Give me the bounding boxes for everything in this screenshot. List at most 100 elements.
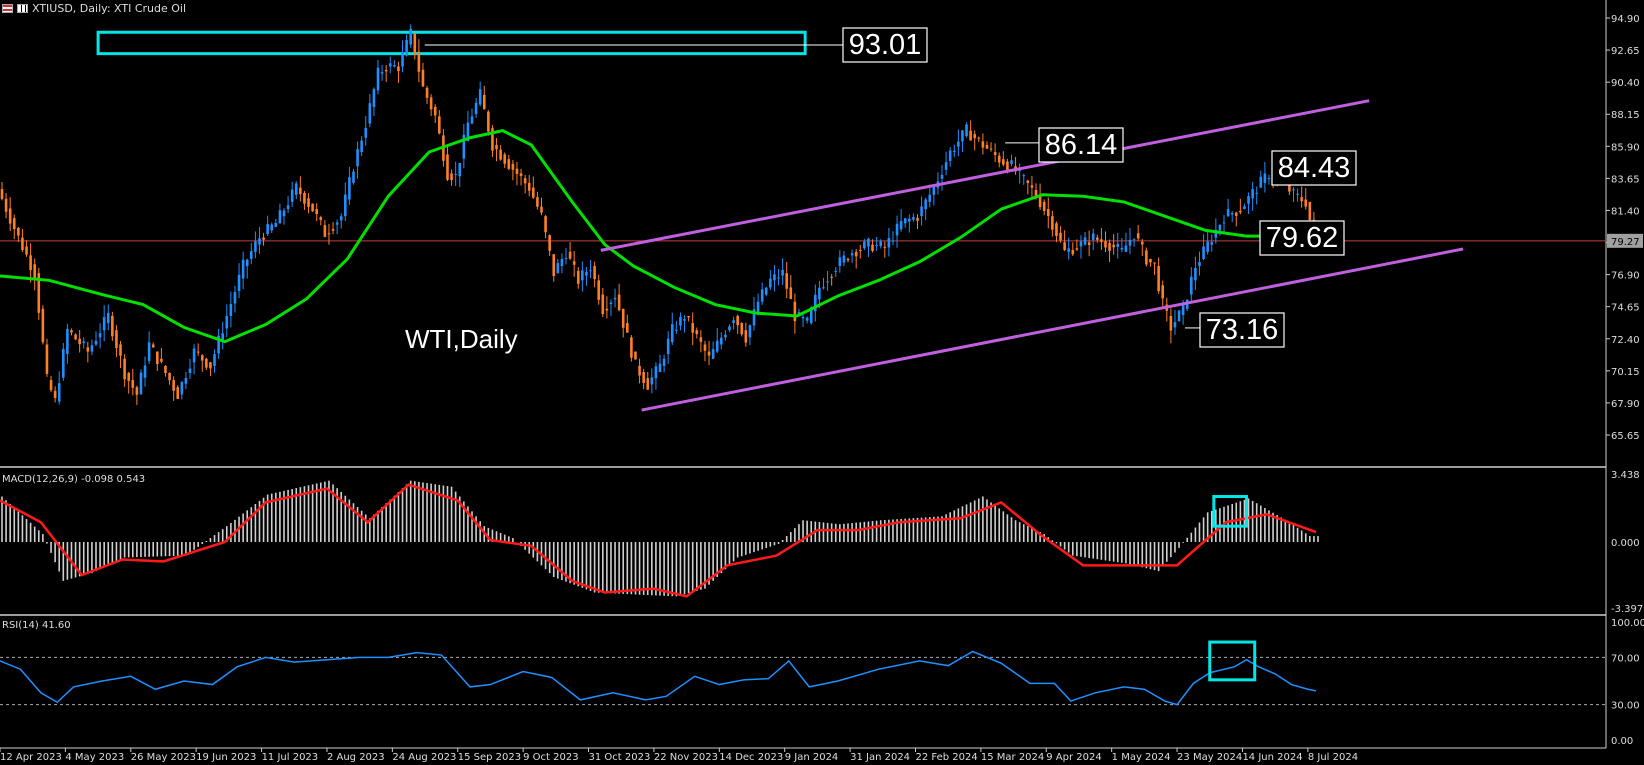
candle-body — [0, 189, 4, 199]
candle-body — [1169, 315, 1173, 331]
candle-body — [1002, 159, 1005, 165]
date-tick-label: 12 Apr 2023 — [0, 752, 62, 763]
candle-body — [670, 324, 674, 343]
candle-body — [237, 274, 241, 292]
candle-body — [4, 198, 8, 212]
candle-body — [102, 317, 106, 331]
candle-body — [33, 264, 36, 279]
candle-body — [1071, 250, 1075, 255]
candle-body — [903, 218, 907, 224]
candle-body — [368, 103, 372, 124]
candle-body — [507, 159, 511, 169]
candle-body — [1153, 262, 1156, 264]
candle-body — [912, 217, 915, 220]
candle-body — [225, 315, 229, 329]
level-box — [842, 27, 928, 63]
candle-body — [863, 241, 866, 249]
candle-body — [993, 152, 997, 156]
candle-body — [997, 155, 1001, 163]
candle-body — [339, 216, 343, 221]
macd-signal-line — [0, 483, 1317, 598]
candle-body — [1079, 241, 1083, 247]
candle-body — [90, 345, 94, 352]
candle-body — [540, 206, 543, 213]
candle-body — [1239, 210, 1242, 213]
candle-body — [131, 380, 135, 388]
candle-body — [511, 163, 515, 170]
candle-body — [564, 258, 568, 260]
candle-body — [1259, 176, 1263, 188]
candle-body — [1194, 267, 1197, 281]
candle-body — [908, 218, 911, 222]
candle-body — [1234, 212, 1238, 216]
candle-body — [462, 134, 466, 159]
candle-body — [217, 335, 220, 354]
candle-body — [809, 307, 813, 324]
candle-body — [384, 70, 388, 72]
candle-body — [478, 89, 482, 105]
candle-body — [1132, 238, 1136, 240]
candle-body — [139, 372, 143, 395]
candle-body — [1300, 197, 1303, 202]
candle-body — [1247, 196, 1250, 204]
candle-body — [21, 237, 24, 250]
candle-body — [940, 174, 944, 179]
candle-body — [1296, 193, 1299, 195]
candle-body — [1161, 285, 1165, 299]
candle-body — [1067, 248, 1071, 252]
candle-body — [1202, 246, 1205, 259]
candle-body — [736, 315, 739, 326]
chart-type-icon — [17, 4, 28, 13]
candle-body — [49, 380, 53, 391]
rsi-highlight-box — [1208, 640, 1257, 682]
candle-body — [356, 149, 359, 167]
candle-body — [985, 144, 989, 149]
candle-body — [335, 222, 339, 225]
candle-body — [327, 233, 331, 235]
candle-body — [556, 263, 560, 274]
candle-body — [899, 221, 903, 230]
candle-body — [344, 194, 347, 217]
date-tick-label: 2 Aug 2023 — [327, 752, 385, 763]
chart-title: XTIUSD, Daily: XTI Crude Oil — [32, 2, 187, 15]
candle-body — [1022, 175, 1026, 177]
candle-body — [1051, 216, 1054, 230]
candle-body — [1210, 242, 1214, 245]
candle-body — [188, 368, 192, 373]
price-tick-label: 90.40 — [1611, 78, 1640, 89]
candle-body — [973, 134, 977, 139]
candle-body — [360, 140, 363, 153]
candle-body — [417, 51, 421, 72]
candle-body — [1206, 241, 1209, 252]
candle-body — [278, 210, 282, 224]
date-tick-label: 4 May 2023 — [65, 752, 124, 763]
candle-body — [352, 171, 355, 183]
candle-body — [846, 258, 850, 261]
candle-body — [172, 380, 175, 391]
candle-body — [78, 338, 81, 345]
macd-tick-label: -3.397 — [1611, 604, 1643, 615]
date-tick-label: 22 Feb 2024 — [915, 752, 977, 763]
candle-body — [720, 337, 723, 345]
candle-body — [781, 269, 784, 276]
candle-body — [944, 162, 948, 170]
candle-body — [593, 266, 596, 280]
candle-body — [854, 251, 858, 257]
candle-body — [200, 355, 204, 361]
date-tick-label: 9 Apr 2024 — [1046, 752, 1101, 763]
level-label: 73.16 — [1206, 314, 1279, 346]
candle-body — [858, 250, 862, 252]
candle-body — [1255, 192, 1259, 194]
candle-body — [1128, 239, 1132, 246]
level-box — [1259, 220, 1345, 256]
price-tick-label: 88.15 — [1611, 110, 1640, 121]
rsi-line — [0, 650, 1317, 706]
chart-flag-icon — [2, 4, 13, 13]
candle-body — [952, 150, 956, 153]
date-tick-label: 14 Jun 2024 — [1242, 752, 1302, 763]
candle-body — [282, 210, 286, 217]
candle-body — [319, 217, 323, 221]
candle-body — [1075, 248, 1079, 250]
candle-body — [658, 363, 662, 373]
